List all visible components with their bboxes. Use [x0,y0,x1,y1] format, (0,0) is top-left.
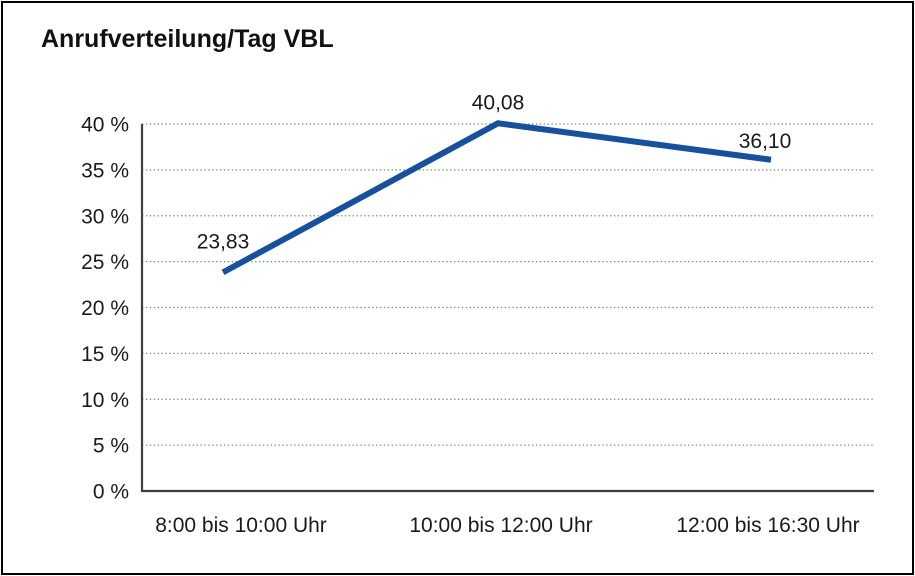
data-point-label: 23,83 [197,230,250,253]
y-axis-tick-label: 40 % [81,114,129,137]
series-line [221,120,772,275]
y-axis-tick-label: 30 % [81,205,129,228]
y-axis-tick-label: 20 % [81,297,129,320]
data-point-label: 36,10 [739,130,792,153]
y-axis-tick-label: 35 % [81,159,129,182]
x-category-label: 12:00 bis 16:30 Uhr [676,514,859,537]
y-axis-tick-label: 15 % [81,343,129,366]
x-category-label: 8:00 bis 10:00 Uhr [155,514,327,537]
call-distribution-line-chart: 0 % 5 % 10 % 15 % 20 % 25 % 30 % 35 % 40 % 23,83 4… [81,91,874,537]
y-axis-tick-label: 0 % [93,481,129,504]
y-axis-tick-label: 5 % [93,435,129,458]
chart-title: Anrufverteilung/Tag VBL [41,25,334,53]
y-axis-tick-label: 10 % [81,389,129,412]
data-point-label: 40,08 [472,91,525,114]
x-category-label: 10:00 bis 12:00 Uhr [409,514,592,537]
y-axis-tick-label: 25 % [81,251,129,274]
